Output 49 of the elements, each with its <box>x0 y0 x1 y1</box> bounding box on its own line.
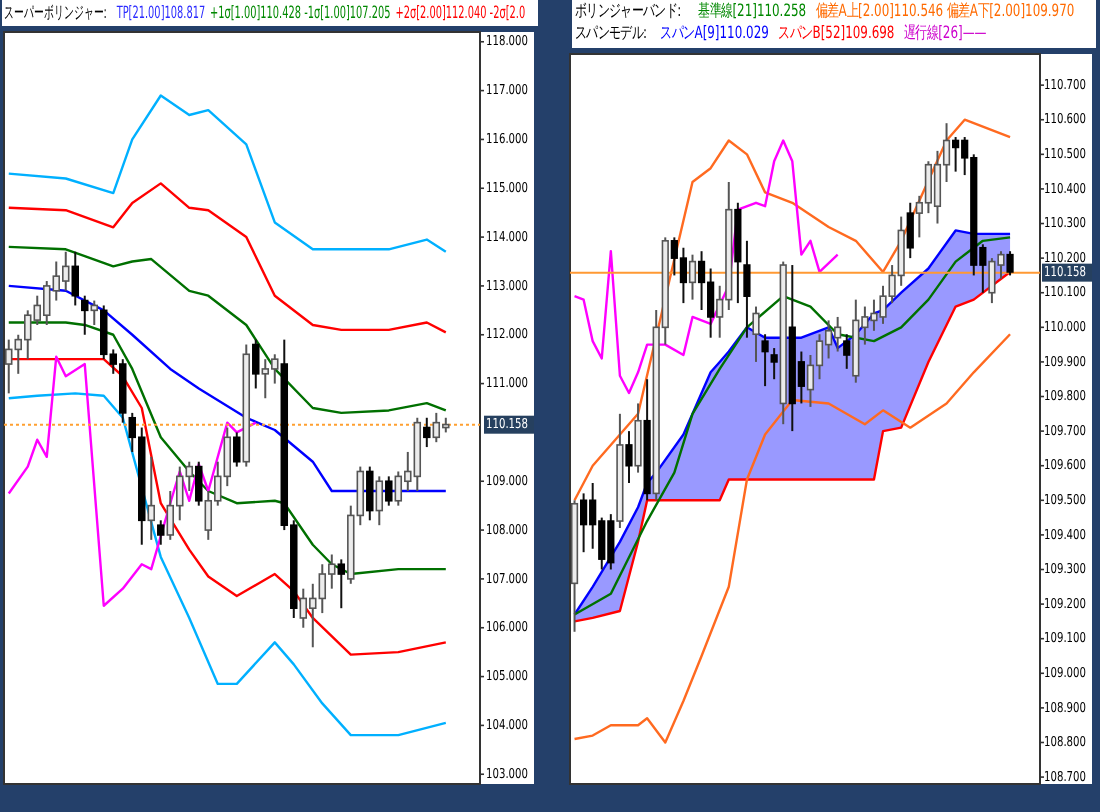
candlestick <box>743 239 751 339</box>
candlestick <box>233 431 241 468</box>
candlestick <box>770 347 778 381</box>
candlestick <box>71 250 79 307</box>
text: +2σ[2.00]112.040 -2σ[2.0 <box>395 3 526 23</box>
candlestick <box>761 333 769 388</box>
chart-title: ボリンジャーバンド: <box>574 0 682 21</box>
candlestick <box>81 294 89 336</box>
text: スパンB[52]109.698 <box>778 21 895 43</box>
line-series <box>7 182 447 334</box>
text: スパンA[9]110.029 <box>660 21 770 43</box>
line-series <box>573 333 1012 744</box>
candlestick <box>337 558 346 610</box>
candlestick <box>906 201 914 260</box>
candlestick <box>843 333 851 370</box>
text: 偏差A上[2.00]110.546 偏差A下[2.00]109.970 <box>815 0 1075 21</box>
candlestick <box>375 475 384 527</box>
candlestick <box>580 492 588 554</box>
candlestick <box>924 160 933 215</box>
candlestick <box>385 475 393 507</box>
candlestick <box>195 460 203 507</box>
candlestick <box>679 246 688 305</box>
chart-subtitle: スパンモデル: <box>574 21 648 43</box>
candlestick <box>952 136 960 173</box>
line-series <box>7 321 447 576</box>
line-series <box>573 118 1012 502</box>
candlestick <box>824 319 833 360</box>
line-series <box>7 245 447 415</box>
candlestick <box>634 402 642 474</box>
candlestick <box>423 416 431 449</box>
text: 基準線[21]110.258 <box>698 0 807 21</box>
text: TP[21.00]108.817 <box>115 3 206 23</box>
chart-title: スーパーボリンジャー: <box>4 3 107 23</box>
line-series <box>7 392 447 737</box>
line-series <box>573 139 839 395</box>
line-series <box>7 94 447 253</box>
candlestick <box>157 519 165 546</box>
candlestick <box>90 299 98 326</box>
candlestick <box>688 253 697 301</box>
candlestick <box>752 305 760 363</box>
candlestick <box>147 455 156 541</box>
candlestick <box>625 430 633 484</box>
line-series <box>7 355 257 607</box>
candlestick <box>697 250 706 312</box>
candlestick <box>252 338 260 390</box>
candlestick <box>1006 250 1014 277</box>
text: 遅行線[26]—— <box>904 21 987 43</box>
candlestick <box>366 465 374 522</box>
text: +1σ[1.00]110.428 -1σ[1.00]107.205 <box>209 3 391 23</box>
